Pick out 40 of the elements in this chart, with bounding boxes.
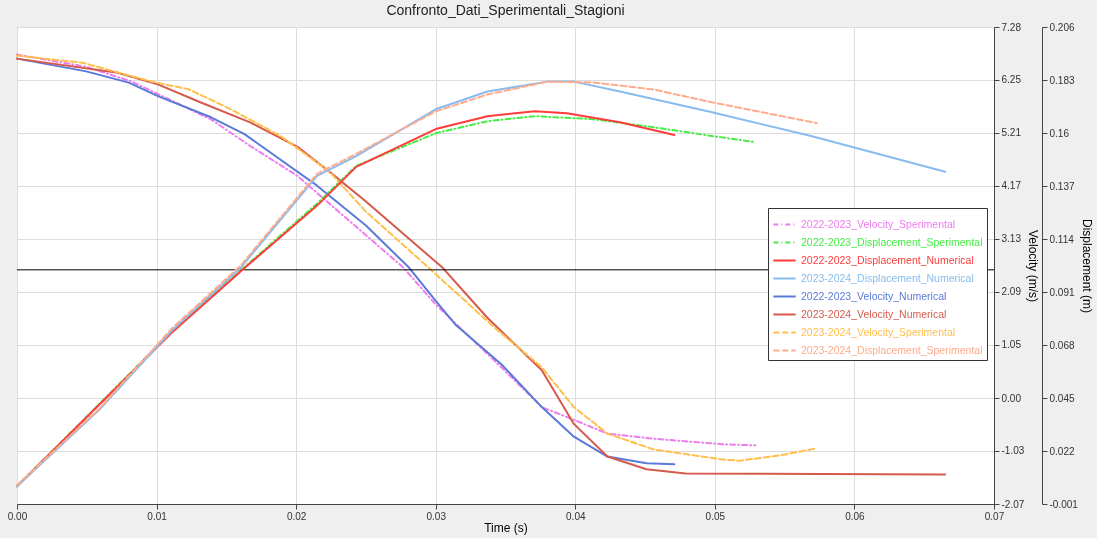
y-tick-label: 2.09 — [1001, 286, 1022, 298]
x-tick-label: 0.01 — [147, 510, 168, 522]
y2-tick-label: 0.137 — [1049, 180, 1075, 192]
legend-label: 2023-2024_Displacement_Sperimental — [801, 343, 983, 356]
y2-tick-label: 0.206 — [1049, 21, 1075, 33]
legend-label: 2023-2024_Displacement_Numerical — [801, 271, 974, 284]
y-axis-title: Velocity (m/s) — [1026, 229, 1041, 303]
x-tick-label: 0.05 — [705, 510, 726, 522]
x-tick-label: 0.00 — [7, 510, 28, 522]
x-tick-label: 0.04 — [566, 510, 586, 522]
y2-tick-label: 0.183 — [1049, 74, 1075, 86]
y2-tick-label: 0.114 — [1049, 233, 1075, 245]
y-tick-label: 1.05 — [1001, 339, 1022, 351]
y2-tick-label: -0.001 — [1049, 498, 1079, 510]
legend-label: 2022-2023_Velocity_Numerical — [801, 289, 947, 302]
legend-label: 2022-2023_Displacement_Numerical — [801, 253, 974, 266]
x-axis-title: Time (s) — [484, 520, 528, 535]
legend-label: 2022-2023_Velocity_Sperimental — [801, 217, 956, 230]
chart-title: Confronto_Dati_Sperimentali_Stagioni — [386, 2, 625, 18]
y-tick-label: 3.13 — [1001, 233, 1022, 245]
x-tick-label: 0.03 — [426, 510, 447, 522]
y-tick-label: 5.21 — [1001, 127, 1022, 139]
y-tick-label: 4.17 — [1001, 180, 1022, 192]
y2-tick-label: 0.091 — [1049, 286, 1075, 298]
y2-tick-label: 0.16 — [1049, 127, 1070, 139]
y2-tick-label: 0.068 — [1049, 339, 1075, 351]
legend-label: 2023-2024_Velocity_Sperimental — [801, 325, 956, 338]
y-tick-label: 7.28 — [1001, 21, 1022, 33]
x-tick-label: 0.02 — [286, 510, 307, 522]
x-tick-label: 0.06 — [845, 510, 866, 522]
legend-label: 2022-2023_Displacement_Sperimental — [801, 235, 983, 248]
y-tick-label: -1.03 — [1001, 445, 1025, 457]
y-tick-label: 0.00 — [1001, 392, 1022, 404]
y2-tick-label: 0.045 — [1049, 392, 1075, 404]
legend-label: 2023-2024_Velocity_Numerical — [801, 307, 947, 320]
y-tick-label: -2.07 — [1001, 498, 1025, 510]
y-tick-label: 6.25 — [1001, 74, 1022, 86]
y2-axis-title: Displacement (m) — [1079, 218, 1094, 314]
y2-tick-label: 0.022 — [1049, 445, 1075, 457]
x-tick-label: 0.07 — [984, 510, 1005, 522]
